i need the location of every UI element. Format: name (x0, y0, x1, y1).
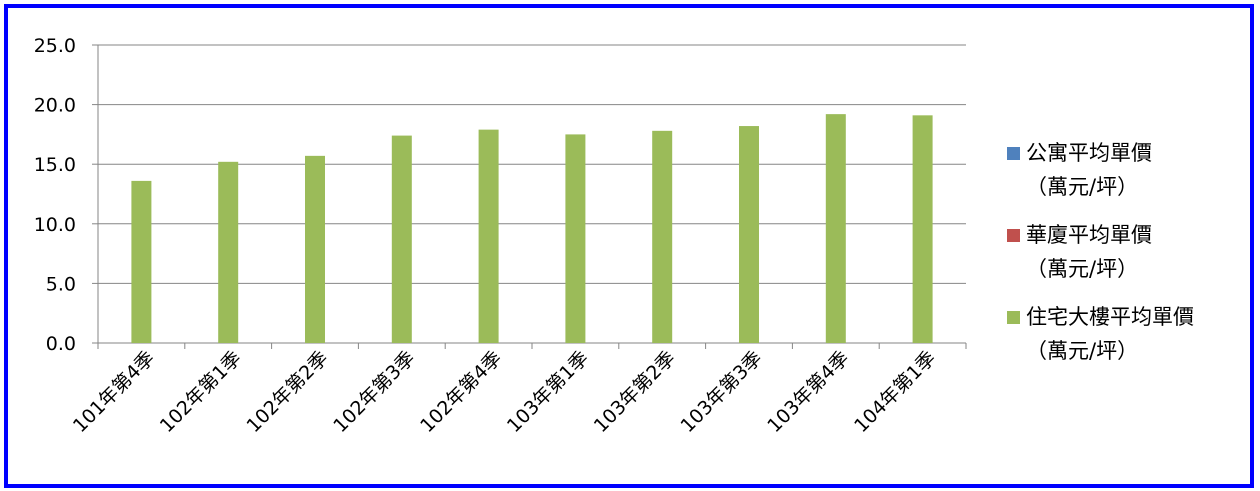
bar (652, 130, 673, 343)
axes (92, 44, 967, 349)
bar (565, 134, 586, 343)
y-tick-label: 15.0 (34, 154, 76, 176)
x-tick-label: 104年第1季 (850, 347, 940, 437)
bar (825, 114, 846, 343)
legend-label: 華廈平均單價 (1026, 223, 1152, 247)
gridlines (98, 44, 966, 284)
x-tick-label: 102年第4季 (416, 347, 506, 437)
x-tick-label: 103年第3季 (676, 347, 766, 437)
bar (131, 180, 152, 343)
legend-label: 公寓平均單價 (1026, 141, 1152, 165)
bar (218, 161, 239, 343)
y-tick-label: 5.0 (46, 273, 76, 295)
bar (912, 115, 933, 343)
x-tick-label: 102年第1季 (156, 347, 246, 437)
x-tick-label: 103年第4季 (763, 347, 853, 437)
bar (391, 135, 412, 343)
legend-unit: （萬元/坪） (1026, 339, 1138, 363)
x-tick-label: 102年第2季 (242, 347, 332, 437)
x-tick-label: 101年第4季 (69, 347, 159, 437)
bar (305, 155, 325, 343)
bar (739, 126, 759, 343)
legend-unit: （萬元/坪） (1026, 175, 1138, 199)
legend-swatch (1007, 311, 1020, 324)
x-tick-label: 103年第1季 (503, 347, 593, 437)
y-tick-label: 20.0 (34, 95, 76, 117)
bar (478, 129, 499, 343)
legend-swatch (1007, 147, 1020, 160)
legend: 公寓平均單價 （萬元/坪） 華廈平均單價 （萬元/坪） 住宅大樓平均單價 （萬元/坪） (1007, 141, 1194, 363)
x-tick-label: 103年第2季 (590, 347, 680, 437)
legend-label: 住宅大樓平均單價 (1026, 305, 1194, 329)
y-tick-label: 0.0 (46, 333, 76, 355)
y-tick-label: 25.0 (34, 35, 76, 57)
x-tick-label: 102年第3季 (329, 347, 419, 437)
legend-unit: （萬元/坪） (1026, 257, 1138, 281)
chart-frame (4, 4, 1254, 488)
bars (131, 114, 933, 343)
y-tick-label: 10.0 (34, 214, 76, 236)
legend-swatch (1007, 229, 1020, 242)
